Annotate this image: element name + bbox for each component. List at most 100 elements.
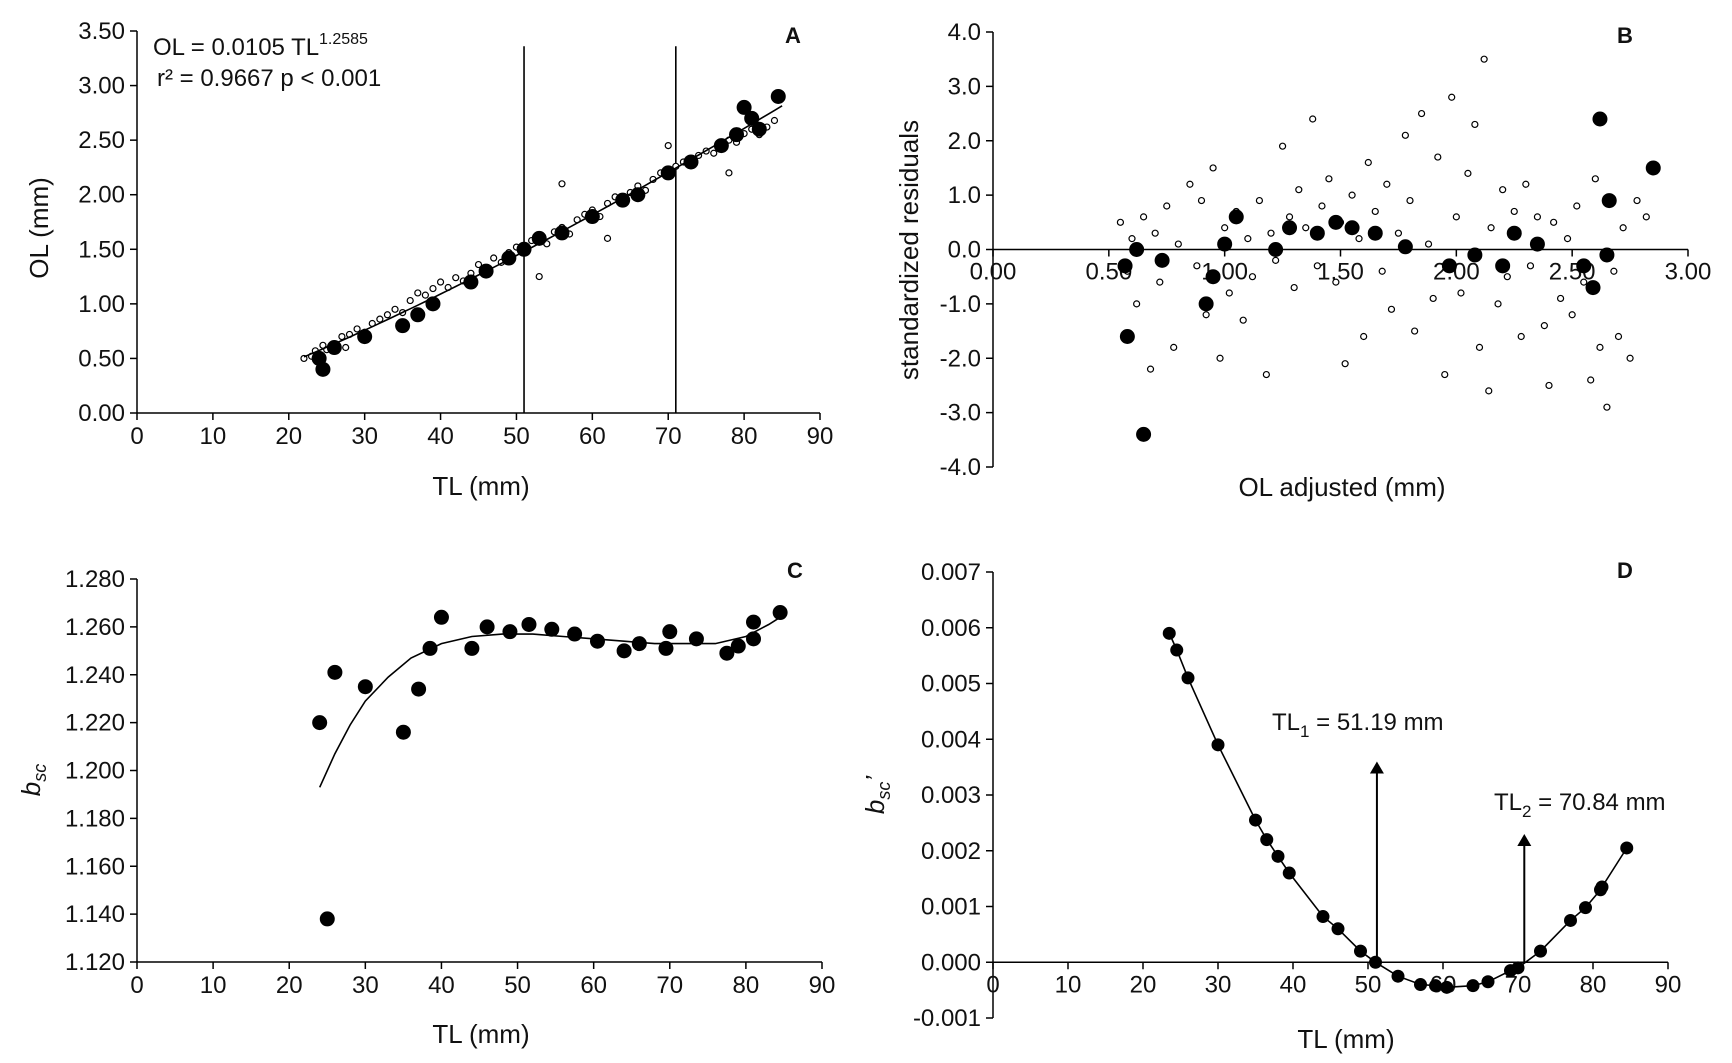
- panel-d-arrow-1-label-rest: = 51.19 mm: [1309, 709, 1443, 736]
- panel-a-point-open: [429, 284, 437, 293]
- panel-a-x-tick-label: 30: [351, 423, 378, 450]
- panel-d-point: [1466, 979, 1480, 993]
- panel-b-point-open: [1452, 213, 1460, 221]
- panel-a-point-filled: [660, 165, 676, 181]
- panel-a-point-filled: [584, 209, 600, 225]
- panel-a-x-tick-label: 10: [200, 423, 227, 450]
- panel-b-point-open: [1248, 273, 1257, 281]
- panel-a-point-filled: [736, 99, 752, 115]
- panel-b-point-open: [1480, 55, 1488, 63]
- panel-a-point-filled: [744, 110, 760, 126]
- panel-b-point-filled: [1117, 258, 1133, 274]
- panel-c-point-filled: [521, 616, 537, 632]
- panel-b-y-tick-label: -4.0: [940, 454, 981, 481]
- panel-c-letter: C: [787, 558, 803, 583]
- panel-b-point-open: [1387, 305, 1396, 313]
- panel-a-letter: A: [785, 23, 801, 48]
- panel-a-y-tick-label: 1.50: [78, 236, 125, 263]
- panel-d-y-tick-label: 0.006: [921, 615, 981, 642]
- panel-a-point-open: [710, 149, 718, 157]
- panel-a-point-filled: [516, 241, 532, 257]
- panel-c-point-filled: [544, 621, 560, 637]
- panel-d-y-label: bsc’: [860, 775, 894, 814]
- panel-a-point-open: [770, 116, 779, 125]
- panel-d-point: [1440, 980, 1454, 994]
- panel-b-point-open: [1272, 256, 1280, 264]
- panel-b-point-open: [1614, 332, 1623, 341]
- panel-b-point-open: [1503, 273, 1511, 281]
- panel-a-y-tick-label: 1.00: [78, 291, 125, 318]
- panel-b-point-open: [1318, 202, 1326, 210]
- panel-d-point: [1316, 910, 1330, 924]
- panel-a-point-filled: [478, 263, 494, 279]
- panel-d-y-tick-label: 0.004: [921, 726, 981, 753]
- panel-b-point-open: [1186, 180, 1194, 188]
- panel-b-point-open: [1573, 202, 1581, 210]
- panel-b-point-open: [1533, 213, 1542, 221]
- panel-d-point: [1620, 841, 1634, 855]
- panel-b-point-filled: [1367, 225, 1383, 241]
- panel-a-x-tick-label: 70: [655, 423, 682, 450]
- panel-d-y-tick-label: 0.007: [921, 559, 981, 586]
- panel-b-point-filled: [1129, 242, 1145, 257]
- panel-b-point-open: [1355, 235, 1363, 243]
- panel-c-point-filled: [662, 624, 678, 640]
- panel-d-x-tick-label: 90: [1655, 971, 1682, 998]
- panel-b-point-open: [1522, 180, 1530, 188]
- panel-c-fit-curve: [318, 614, 785, 788]
- panel-d-x-tick-label: 40: [1280, 971, 1307, 998]
- panel-b-point-filled: [1592, 111, 1608, 127]
- panel-a-point-open: [383, 311, 392, 319]
- panel-c-y-tick-label: 1.200: [65, 758, 125, 785]
- panel-b-point-filled: [1198, 296, 1214, 312]
- panel-b-point-open: [1313, 262, 1321, 270]
- panel-d-point: [1414, 978, 1427, 992]
- panel-c-point-filled: [422, 640, 438, 656]
- panel-b-point-open: [1591, 175, 1599, 183]
- panel-b-letter: B: [1617, 23, 1633, 48]
- panel-d-x-tick-label: 30: [1205, 971, 1232, 998]
- panel-b-point-open: [1163, 202, 1171, 210]
- panel-c-x-tick-label: 0: [130, 972, 143, 999]
- panel-d-point: [1595, 880, 1609, 894]
- panel-d-point: [1331, 922, 1345, 936]
- panel-d-plot-area: 0.007 0.006 0.005 0.004 0.003 0.002 0.001 0.000…: [913, 559, 1681, 1032]
- panel-d-point: [1579, 901, 1592, 915]
- panel-a-y-label: OL (mm): [24, 177, 54, 279]
- panel-d-point: [1564, 913, 1577, 927]
- panel-a-point-open: [603, 234, 612, 242]
- panel-b-point-open: [1225, 289, 1233, 297]
- panel-a-point-filled: [554, 225, 570, 241]
- panel-a-point-open: [725, 169, 733, 177]
- panel-b-point-open: [1556, 294, 1565, 303]
- panel-b-point-filled: [1268, 242, 1284, 257]
- panel-a-point-open: [376, 315, 384, 323]
- panel-a-x-tick-label: 50: [503, 423, 530, 450]
- panel-b-y-tick-label: -1.0: [940, 291, 981, 318]
- panel-b-point-open: [1202, 311, 1210, 319]
- panel-a-point-filled: [751, 121, 767, 137]
- panel-c-point-filled: [479, 619, 495, 635]
- panel-b-point-open: [1464, 169, 1472, 177]
- panel-b-plot-area: 4.03.02.01.00.0-1.0-2.0-3.0-4.00.00 0.50 1…: [940, 19, 1712, 481]
- panel-b-point-open: [1550, 218, 1558, 226]
- panel-b-point-open: [1209, 164, 1217, 172]
- panel-c-y-tick-label: 1.140: [65, 901, 125, 928]
- panel-c-y-tick-label: 1.180: [65, 805, 125, 832]
- panel-a-x-tick-label: 40: [427, 423, 454, 450]
- panel-a-point-open: [406, 296, 414, 305]
- panel-a-point-filled: [315, 361, 331, 377]
- panel-b-point-open: [1619, 224, 1627, 232]
- panel-c-x-tick-label: 40: [428, 972, 455, 999]
- panel-b-point-open: [1475, 343, 1484, 351]
- panel-a-point-filled: [531, 230, 547, 246]
- panel-b-point-open: [1596, 343, 1604, 351]
- panel-d-x-tick-label: 0: [986, 971, 999, 998]
- panel-b-point-filled: [1228, 209, 1244, 225]
- panel-a-point-open: [558, 180, 566, 188]
- panel-d-point: [1271, 849, 1285, 863]
- panel-b-point-open: [1146, 365, 1155, 373]
- panel-c: 1.280 1.260 1.240 1.220 1.200 1.180 1.160 1.140…: [16, 558, 835, 1049]
- panel-a-point-filled: [357, 329, 373, 345]
